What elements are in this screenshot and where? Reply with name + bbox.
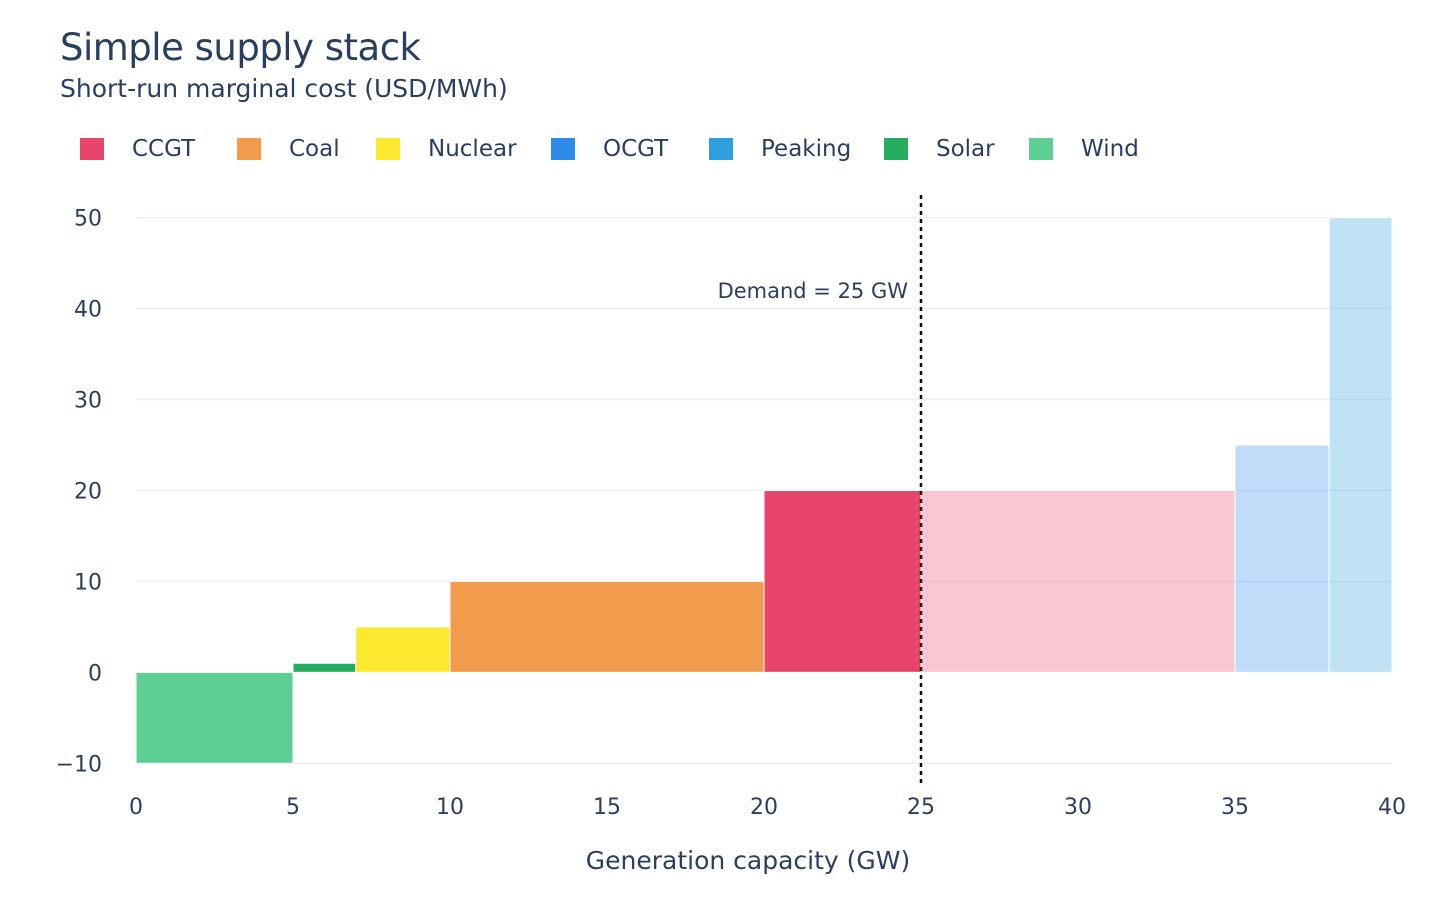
y-tick-label: 50: [74, 207, 102, 232]
legend-label-ccgt: CCGT: [132, 136, 196, 162]
legend-swatch-wind: [1029, 138, 1053, 160]
x-tick-label: 5: [286, 795, 300, 820]
bar-ccgt-undispatched[interactable]: [920, 490, 1236, 673]
y-axis-ticks: −10 0 10 20 30 40 50: [56, 207, 102, 778]
bar-wind[interactable]: [135, 671, 294, 764]
bar-ocgt-undispatched[interactable]: [1234, 444, 1330, 673]
x-axis-ticks: 0 5 10 15 20 25 30 35 40: [129, 795, 1406, 820]
x-tick-label: 0: [129, 795, 143, 820]
legend-swatch-solar: [884, 138, 908, 160]
y-tick-label: 0: [88, 661, 102, 686]
y-tick-label: 10: [74, 570, 102, 595]
y-tick-label: 40: [74, 298, 102, 323]
legend-label-wind: Wind: [1081, 136, 1139, 162]
bar-nuclear[interactable]: [355, 626, 451, 673]
legend-swatch-coal: [237, 138, 261, 160]
y-tick-label: 30: [74, 389, 102, 414]
x-tick-label: 20: [750, 795, 778, 820]
y-tick-label: 20: [74, 480, 102, 505]
legend-swatch-nuclear: [376, 138, 400, 160]
x-axis-title: Generation capacity (GW): [586, 846, 911, 875]
legend-label-coal: Coal: [289, 136, 340, 162]
legend-swatch-peaking: [709, 138, 733, 160]
chart-subtitle: Short-run marginal cost (USD/MWh): [60, 74, 508, 103]
x-tick-label: 30: [1064, 795, 1092, 820]
bar-solar[interactable]: [292, 662, 357, 673]
legend-label-solar: Solar: [936, 136, 995, 162]
legend-label-peaking: Peaking: [761, 136, 852, 162]
bar-ccgt[interactable]: [763, 490, 922, 673]
x-tick-label: 35: [1221, 795, 1249, 820]
x-tick-label: 25: [907, 795, 935, 820]
bars: [135, 217, 1393, 764]
chart-title: Simple supply stack: [60, 26, 421, 69]
legend-swatch-ccgt: [80, 138, 104, 160]
x-tick-label: 40: [1378, 795, 1406, 820]
x-tick-label: 10: [436, 795, 464, 820]
bar-peaking-undispatched[interactable]: [1328, 217, 1393, 673]
legend-label-ocgt: OCGT: [603, 136, 669, 162]
y-tick-label: −10: [56, 752, 102, 777]
legend-swatch-ocgt: [551, 138, 575, 160]
bar-coal[interactable]: [449, 580, 765, 673]
demand-annotation: Demand = 25 GW: [718, 279, 909, 303]
legend-label-nuclear: Nuclear: [428, 136, 517, 162]
x-tick-label: 15: [593, 795, 621, 820]
